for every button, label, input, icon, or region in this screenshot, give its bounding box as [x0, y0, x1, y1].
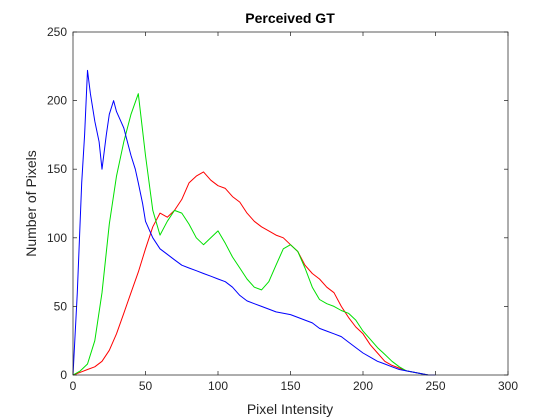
x-tick-label: 0 [70, 379, 77, 393]
x-tick-label: 300 [498, 379, 518, 393]
y-tick-label: 200 [47, 94, 67, 108]
y-tick-label: 0 [60, 368, 67, 382]
y-tick-label: 250 [47, 25, 67, 39]
y-tick-label: 100 [47, 231, 67, 245]
plot-area [73, 32, 508, 375]
x-tick-label: 100 [208, 379, 228, 393]
y-tick-label: 50 [54, 299, 68, 313]
x-tick-label: 250 [425, 379, 445, 393]
x-tick-label: 50 [139, 379, 153, 393]
y-axis-label: Number of Pixels [23, 150, 39, 257]
x-tick-label: 200 [353, 379, 373, 393]
x-tick-label: 150 [280, 379, 300, 393]
chart-title: Perceived GT [245, 10, 335, 26]
x-axis-label: Pixel Intensity [247, 401, 333, 417]
y-tick-label: 150 [47, 162, 67, 176]
